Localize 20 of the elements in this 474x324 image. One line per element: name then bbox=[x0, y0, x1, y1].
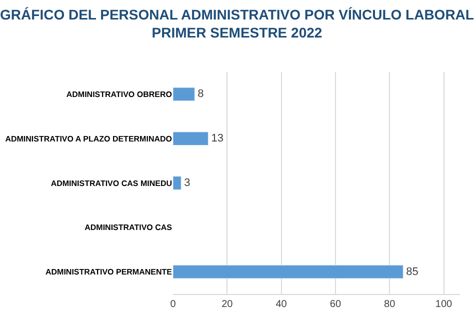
chart-title: GRÁFICO DEL PERSONAL ADMINISTRATIVO POR VÍNCULO LABORAL PRIMER SEMESTRE 2022 bbox=[0, 6, 474, 41]
x-tick-label: 0 bbox=[170, 299, 176, 310]
y-tick-label: ADMINISTRATIVO OBRERO bbox=[66, 90, 172, 99]
y-tick-label: ADMINISTRATIVO CAS MINEDU bbox=[50, 178, 172, 188]
x-tick-label: 80 bbox=[384, 299, 396, 310]
x-tick-label: 40 bbox=[276, 299, 288, 310]
y-tick-label: ADMINISTRATIVO PERMANENTE bbox=[45, 268, 173, 277]
bar bbox=[173, 264, 404, 279]
data-label: 3 bbox=[184, 177, 190, 189]
y-tick-label: ADMINISTRATIVO CAS bbox=[84, 223, 173, 232]
data-label: 13 bbox=[211, 132, 224, 145]
data-label: 85 bbox=[406, 266, 418, 278]
x-tick-label: 100 bbox=[435, 299, 453, 310]
x-tick-label: 60 bbox=[330, 299, 342, 310]
bar bbox=[173, 87, 195, 102]
data-label: 8 bbox=[198, 88, 204, 100]
bar bbox=[173, 132, 208, 146]
y-tick-label: ADMINISTRATIVO A PLAZO DETERMINADO bbox=[5, 134, 172, 144]
x-tick-label: 20 bbox=[222, 299, 234, 310]
bar bbox=[173, 176, 182, 190]
